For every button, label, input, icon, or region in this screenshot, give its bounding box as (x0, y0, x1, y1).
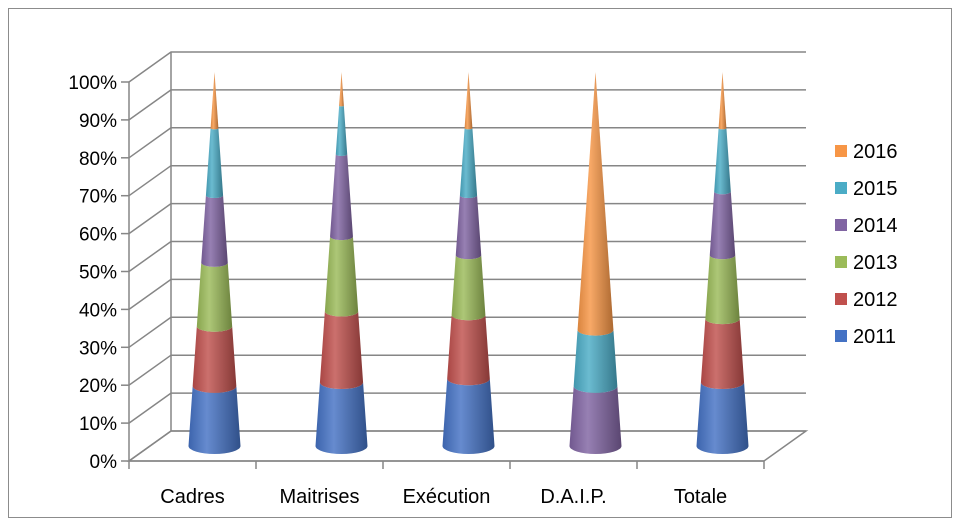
cone-segment-2011-Totale (696, 382, 749, 454)
cone-segment-2015-Maitrises (335, 105, 348, 157)
cone-segment-2016-Exécution (464, 72, 473, 130)
cone-segment-2015-Exécution (459, 128, 478, 199)
legend-label: 2012 (853, 289, 898, 311)
legend-label: 2013 (853, 252, 898, 274)
legend-label: 2014 (853, 215, 898, 237)
y-tick-label: 80% (79, 149, 117, 170)
y-axis-tick-labels: 0% 10% 20% 30% 40% 50% 60% 70% 80% 90% 100% (68, 73, 117, 473)
cone-segment-2014-Exécution (455, 195, 482, 260)
cone-segment-2016-Maitrises (339, 72, 344, 107)
x-axis-category-labels: Cadres Maitrises Exécution D.A.I.P. Totale (160, 486, 727, 508)
y-tick-label: 70% (79, 187, 117, 208)
cone-segment-2012-Cadres (192, 326, 237, 393)
y-tick-label: 20% (79, 376, 117, 397)
category-label: Totale (674, 486, 727, 508)
cones (188, 72, 749, 454)
cone-segment-2011-Cadres (188, 386, 241, 454)
cone-segment-2011-Maitrises (315, 382, 368, 454)
cone-segment-2013-Maitrises (324, 236, 359, 317)
legend-swatch (835, 219, 847, 231)
cone-segment-2012-Maitrises (319, 311, 364, 390)
y-tick-label: 100% (68, 73, 117, 94)
cone-chart: 0% 10% 20% 30% 40% 50% 60% 70% 80% 90% 100% Cadres… (68, 51, 898, 508)
category-label: D.A.I.P. (540, 486, 606, 508)
y-tick-label: 30% (79, 338, 117, 359)
y-tick-label: 90% (79, 111, 117, 132)
cone-segment-2016-Totale (718, 72, 727, 130)
category-label: Exécution (403, 486, 491, 508)
gridline (128, 51, 806, 83)
cone-segment-2014-Maitrises (330, 154, 353, 241)
cone-segment-2011-Exécution (442, 378, 495, 454)
cone-segment-2012-Totale (700, 318, 745, 390)
cone-segment-2013-Totale (705, 255, 740, 325)
y-tick-label: 10% (79, 414, 117, 435)
cone-segment-2016-Cadres (210, 72, 219, 130)
legend-swatch (835, 293, 847, 305)
cone-segment-2015-D.A.I.P. (573, 330, 618, 393)
cone-segment-2014-D.A.I.P. (569, 386, 622, 454)
legend-label: 2011 (853, 326, 896, 348)
chart-frame: 0% 10% 20% 30% 40% 50% 60% 70% 80% 90% 100% Cadres… (8, 8, 952, 518)
cone-segment-2012-Exécution (447, 315, 490, 386)
legend-swatch (835, 330, 847, 342)
cone-segment-2016-D.A.I.P. (577, 72, 614, 336)
legend-label: 2015 (853, 178, 898, 200)
cone-segment-2014-Cadres (201, 195, 228, 267)
legend-swatch (835, 145, 847, 157)
cone-segment-2013-Exécution (451, 255, 486, 321)
legend-swatch (835, 256, 847, 268)
y-tick-label: 0% (90, 452, 118, 473)
cone-segment-2015-Cadres (205, 128, 224, 199)
legend-swatch (835, 182, 847, 194)
y-tick-label: 40% (79, 300, 117, 321)
category-label: Maitrises (279, 486, 359, 508)
category-label: Cadres (160, 486, 224, 508)
y-tick-label: 60% (79, 225, 117, 246)
cone-segment-2015-Totale (714, 128, 731, 195)
cone-segment-2013-Cadres (196, 262, 233, 332)
cone-segment-2014-Totale (709, 191, 736, 260)
y-tick-label: 50% (79, 263, 117, 284)
axes (121, 81, 765, 469)
legend: 2016 2015 2014 2013 2012 2011 (835, 141, 898, 348)
legend-label: 2016 (853, 141, 898, 163)
